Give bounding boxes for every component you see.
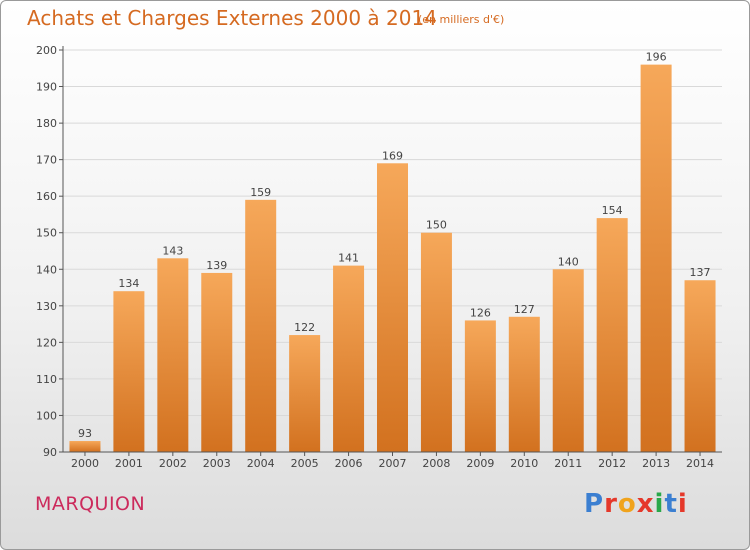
- bar: [640, 64, 672, 453]
- y-tick-label: 160: [36, 190, 57, 203]
- bar: [113, 291, 145, 452]
- bar-value-label: 150: [426, 219, 447, 232]
- bar: [377, 163, 408, 453]
- bar: [245, 199, 277, 452]
- bar-value-label: 93: [78, 427, 92, 440]
- bar-value-label: 126: [470, 306, 491, 319]
- logo-letter: x: [636, 489, 655, 519]
- x-tick-label: 2011: [554, 457, 582, 470]
- x-tick-label: 2010: [510, 457, 538, 470]
- x-tick-label: 2014: [686, 457, 714, 470]
- logo-letter: t: [664, 489, 678, 519]
- axes: 90 100 110 120 130 140 150 160 170 180 190 200 2000 2…: [36, 44, 722, 470]
- x-tick-label: 2001: [115, 457, 143, 470]
- x-tick-label: 2009: [466, 457, 494, 470]
- y-tick-label: 110: [36, 373, 57, 386]
- logo-letter: i: [654, 489, 665, 519]
- y-tick-label: 150: [36, 227, 57, 240]
- x-tick-label: 2000: [71, 457, 99, 470]
- y-tick-label: 140: [36, 263, 57, 276]
- bar: [596, 218, 628, 452]
- y-tick-label: 190: [36, 81, 57, 94]
- x-tick-label: 2012: [598, 457, 626, 470]
- bar-value-label: 169: [382, 149, 403, 162]
- x-tick-label: 2003: [203, 457, 231, 470]
- bars: 93 134 143 139 159 122 141 169 150 126 127 140 154 19…: [69, 51, 716, 453]
- bar-value-label: 140: [558, 255, 579, 268]
- bar: [464, 320, 496, 452]
- bar: [508, 316, 540, 452]
- y-tick-label: 130: [36, 300, 57, 313]
- bar: [289, 335, 321, 452]
- bar-value-label: 159: [250, 186, 271, 199]
- bar-value-label: 137: [690, 266, 711, 279]
- y-tick-label: 170: [36, 154, 57, 167]
- x-tick-label: 2007: [379, 457, 407, 470]
- x-tick-label: 2002: [159, 457, 187, 470]
- logo-letter: P: [584, 489, 605, 519]
- bar-value-label: 139: [206, 259, 227, 272]
- x-tick-label: 2008: [422, 457, 450, 470]
- logo-letter: i: [677, 489, 688, 519]
- bar: [69, 441, 101, 452]
- bar: [157, 258, 189, 452]
- bar: [333, 265, 365, 452]
- x-tick-label: 2005: [291, 457, 319, 470]
- logo-letter: r: [604, 489, 618, 519]
- y-tick-label: 200: [36, 44, 57, 57]
- bar-value-label: 196: [646, 51, 667, 64]
- y-tick-label: 120: [36, 336, 57, 349]
- bar: [684, 280, 716, 452]
- chart-title: Achats et Charges Externes 2000 à 2014: [27, 6, 437, 30]
- y-tick-label: 100: [36, 409, 57, 422]
- chart-subtitle: (en milliers d'€): [418, 13, 505, 26]
- bar-value-label: 134: [118, 277, 139, 290]
- bar-value-label: 143: [162, 244, 183, 257]
- bar-value-label: 127: [514, 303, 535, 316]
- bar: [552, 269, 584, 452]
- y-tick-label: 90: [43, 446, 57, 459]
- y-tick-label: 180: [36, 117, 57, 130]
- x-tick-label: 2013: [642, 457, 670, 470]
- place-name: MARQUION: [35, 493, 146, 515]
- logo-letter: o: [617, 489, 637, 519]
- bar-value-label: 141: [338, 252, 359, 265]
- bar-value-label: 122: [294, 321, 315, 334]
- x-tick-label: 2006: [335, 457, 363, 470]
- bar: [420, 232, 452, 452]
- bar-value-label: 154: [602, 204, 623, 217]
- bar: [201, 272, 233, 452]
- proxiti-logo[interactable]: Proxiti: [584, 489, 688, 519]
- x-tick-label: 2004: [247, 457, 275, 470]
